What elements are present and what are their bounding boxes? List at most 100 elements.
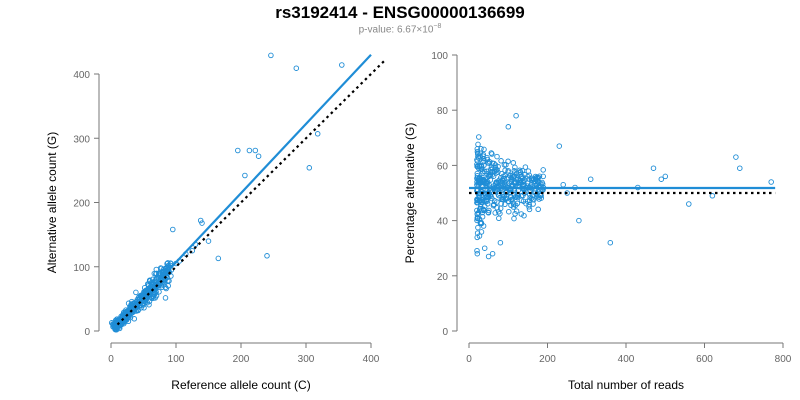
right-data-point — [491, 160, 497, 167]
left-x-tick-label: 100 — [168, 354, 185, 365]
right-data-point — [474, 247, 480, 254]
right-data-point — [733, 154, 739, 160]
left-data-point — [293, 65, 300, 71]
left-data-point — [149, 279, 156, 286]
left-x-axis-title: Reference allele count (C) — [171, 378, 310, 392]
left-x-tick-label: 0 — [108, 354, 114, 365]
left-data-point — [205, 238, 212, 244]
right-data-point — [474, 148, 481, 155]
right-data-point — [507, 193, 514, 200]
left-data-point — [197, 217, 204, 224]
right-data-point — [497, 205, 504, 212]
right-data-point — [512, 164, 518, 171]
right-data-point — [526, 204, 532, 210]
right-data-point — [476, 197, 483, 204]
left-data-point — [306, 165, 313, 171]
right-data-point — [587, 176, 594, 182]
left-data-point — [264, 253, 270, 259]
right-data-point — [517, 177, 524, 184]
left-data-point — [339, 62, 345, 68]
right-data-point — [556, 143, 563, 149]
right-data-point — [540, 167, 546, 173]
right-data-point — [484, 156, 491, 163]
left-y-tick-label: 100 — [73, 263, 90, 274]
left-y-tick-label: 0 — [84, 327, 90, 338]
left-data-point — [235, 147, 241, 154]
left-data-point — [268, 52, 274, 59]
right-data-point — [518, 211, 525, 217]
right-y-axis-title: Percentage alternative (G) — [403, 123, 417, 264]
right-data-point — [491, 201, 497, 208]
right-data-point — [474, 196, 480, 203]
right-data-point — [512, 211, 518, 217]
left-x-tick-label: 300 — [298, 354, 315, 365]
left-y-tick-label: 300 — [73, 134, 90, 145]
left-data-point — [242, 172, 248, 179]
left-data-point — [156, 289, 162, 295]
right-data-point — [474, 173, 481, 179]
left-data-point — [162, 295, 169, 301]
right-data-point — [480, 206, 487, 213]
right-data-point — [481, 168, 488, 175]
right-data-point — [485, 210, 492, 216]
right-data-point — [499, 196, 506, 203]
right-data-point — [481, 146, 487, 153]
right-data-point — [485, 253, 492, 260]
right-data-point — [576, 217, 582, 224]
right-data-point — [497, 239, 504, 246]
right-data-point — [506, 208, 512, 215]
right-data-point — [489, 165, 496, 172]
right-data-point — [650, 165, 657, 171]
right-y-tick-label: 20 — [437, 272, 449, 283]
right-data-point — [474, 211, 481, 218]
left-data-point — [141, 305, 147, 311]
left-data-point — [150, 295, 157, 301]
right-data-point — [477, 220, 484, 227]
left-data-point — [189, 247, 196, 254]
right-data-point — [513, 208, 520, 214]
left-data-point — [111, 323, 118, 329]
left-data-point — [152, 290, 159, 296]
right-data-point — [501, 162, 508, 168]
right-data-point — [488, 164, 495, 171]
chart-title: rs3192414 - ENSG00000136699 — [275, 3, 525, 22]
right-data-point — [510, 160, 517, 166]
right-data-point — [526, 206, 533, 213]
right-data-point — [493, 179, 500, 185]
left-data-point — [134, 301, 140, 307]
right-data-point — [475, 176, 482, 182]
right-data-point — [521, 181, 527, 187]
left-data-point — [140, 301, 146, 307]
right-data-point — [513, 179, 519, 185]
right-data-point — [475, 141, 481, 148]
right-data-point — [511, 201, 517, 208]
left-data-point — [246, 147, 253, 154]
right-data-point — [505, 124, 512, 130]
right-data-point — [494, 153, 500, 160]
right-data-point — [662, 173, 669, 180]
right-data-point — [525, 173, 531, 180]
right-data-point — [505, 158, 511, 165]
right-data-point — [522, 164, 529, 170]
right-data-point — [495, 163, 501, 170]
right-data-point — [686, 201, 692, 207]
right-y-tick-label: 80 — [437, 106, 449, 117]
right-data-point — [535, 206, 541, 213]
right-data-point — [474, 217, 480, 224]
left-y-tick-label: 200 — [73, 199, 90, 210]
left-data-point — [153, 276, 160, 282]
right-data-point — [480, 155, 487, 162]
right-data-point — [483, 179, 490, 186]
right-data-point — [505, 169, 511, 175]
right-x-tick-label: 0 — [466, 354, 472, 365]
scatter-panel-allele-counts: 0 100 200 300 400 0 100 200 300 400 Reference alle… — [45, 52, 385, 392]
right-data-point — [476, 134, 482, 140]
right-x-axis-title: Total number of reads — [568, 378, 684, 392]
right-data-point — [607, 239, 614, 246]
right-data-point — [478, 146, 484, 152]
right-data-point — [481, 162, 487, 169]
right-data-point — [530, 196, 537, 203]
right-data-point — [475, 180, 482, 186]
right-x-tick-label: 400 — [618, 354, 635, 365]
